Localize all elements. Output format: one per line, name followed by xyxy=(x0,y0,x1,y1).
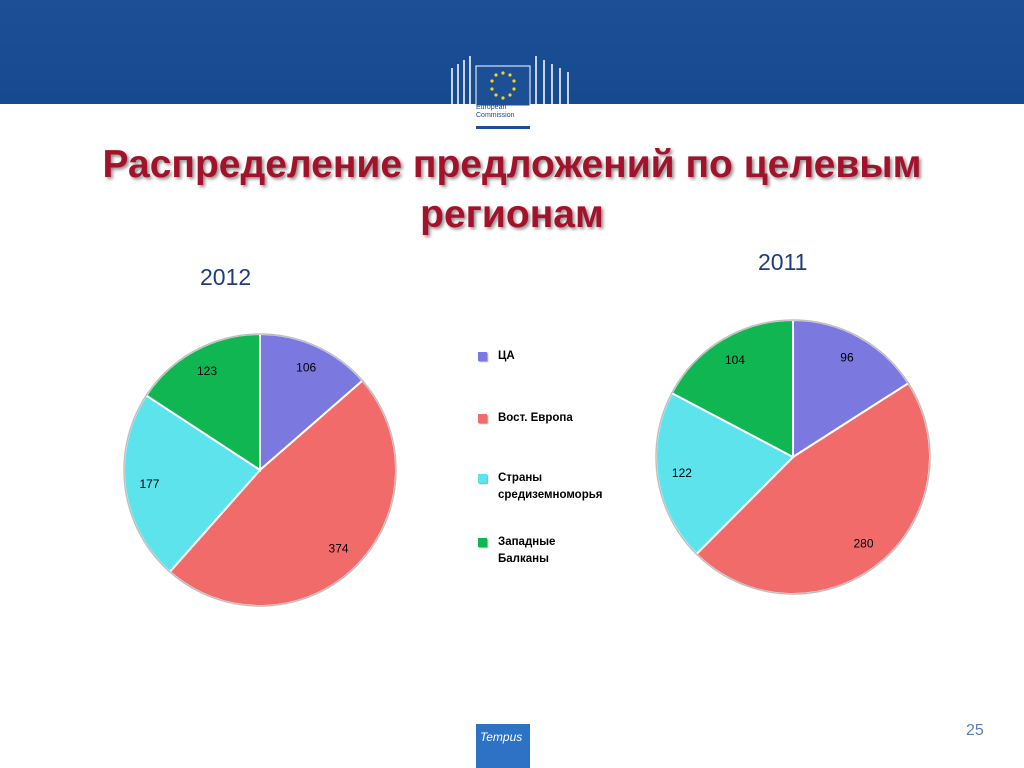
pie-slice-mediterranean xyxy=(655,391,795,556)
pie-slice-east-europe xyxy=(694,381,931,595)
pie-slice-ca xyxy=(792,318,910,459)
legend-label: Вост. Европа xyxy=(498,412,573,424)
pie-data-label-balkans: 104 xyxy=(725,353,745,367)
legend-swatch xyxy=(478,538,487,547)
pie-data-label-balkans: 123 xyxy=(197,364,217,378)
pie-data-label-mediterranean: 122 xyxy=(672,466,692,480)
page-number: 25 xyxy=(966,722,984,739)
legend-label: ЦА xyxy=(498,350,515,362)
pie-slice-east-europe xyxy=(168,379,397,607)
legend-label: Западные Балканы xyxy=(498,536,556,565)
logo-underline xyxy=(476,126,530,129)
pie-chart-2011: 96 280 122 104 xyxy=(655,318,931,595)
slide-title: Распределение предложений по целевым рег… xyxy=(102,143,922,236)
pie-slice-ca xyxy=(259,332,364,473)
legend-swatch xyxy=(478,414,487,423)
pie-slice-balkans xyxy=(670,318,794,459)
pie-outline xyxy=(123,333,397,607)
pie-chart-2012: 106 374 177 123 xyxy=(123,332,397,607)
chart-title-2011: 2011 xyxy=(758,249,808,275)
european-commission-logo xyxy=(451,56,569,107)
tempus-logo-text: Tempus xyxy=(480,730,523,744)
tempus-logo: Tempus xyxy=(476,724,530,768)
pie-outline xyxy=(655,319,931,595)
pie-slice-mediterranean xyxy=(123,394,262,574)
pie-data-label-east-europe: 280 xyxy=(853,537,873,551)
legend-label: Страны средиземноморья xyxy=(498,472,603,501)
chart-title-2012: 2012 xyxy=(200,264,252,290)
pie-data-label-mediterranean: 177 xyxy=(139,477,159,491)
pie-data-label-east-europe: 374 xyxy=(329,541,349,555)
logo-text: European Commission xyxy=(476,104,515,119)
legend-swatch xyxy=(478,352,487,361)
legend-swatch xyxy=(478,474,487,483)
pie-data-label-ca: 96 xyxy=(840,351,854,365)
pie-slice-balkans xyxy=(144,332,261,472)
pie-data-label-ca: 106 xyxy=(296,361,316,375)
